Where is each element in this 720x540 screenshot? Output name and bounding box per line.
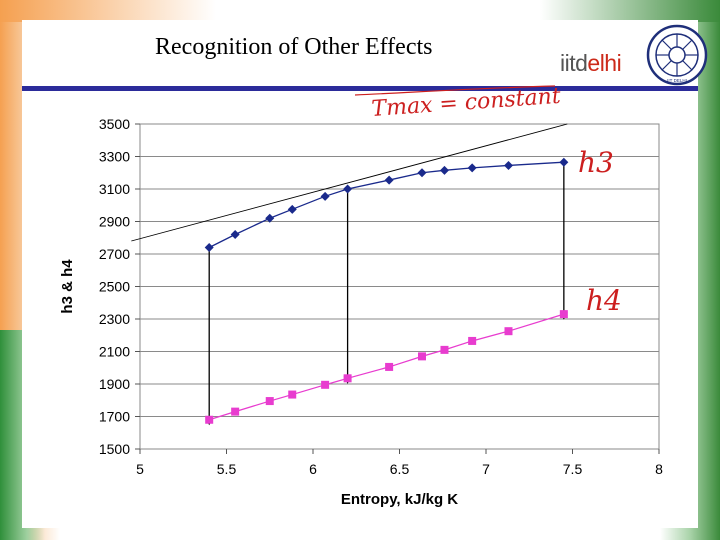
handwritten-annotations: Tmax = constant h3 h4 [354,84,622,317]
y-tick-label: 2900 [99,214,130,230]
note-h4: h4 [586,284,622,317]
logo-prefix: iitd [560,50,588,76]
h4-point [504,327,513,336]
h3-point [320,191,330,201]
h3-point [439,165,449,175]
x-tick-label: 8 [655,461,663,477]
y-axis-ticks: 1500 1700 1900 2100 2300 2500 2700 2900 3100 3300… [99,116,140,457]
handwriting-underline [354,85,556,96]
h4-point [559,310,568,319]
y-tick-label: 2700 [99,246,130,262]
y-tick-label: 3300 [99,149,130,165]
h4-point [231,407,240,416]
h4-point [468,336,477,345]
y-tick-label: 1900 [99,376,130,392]
h3-point [503,160,513,170]
h4-point [205,415,214,424]
y-tick-label: 2500 [99,279,130,295]
h3-series-line [208,161,564,249]
y-axis-label: h3 & h4 [59,259,76,314]
y-tick-label: 2100 [99,344,130,360]
title-underline-bar [22,86,698,91]
series-h4 [205,310,568,424]
x-tick-label: 5 [136,461,144,477]
y-tick-label: 1700 [99,409,130,425]
h3-point [417,168,427,178]
y-tick-label: 3500 [99,116,130,132]
y-tick-label: 2300 [99,311,130,327]
h3-point [204,243,214,252]
h4-point [343,374,352,383]
tangent-line [131,123,568,242]
iitd-logo-text: iitdelhi [560,50,622,77]
h4-point [321,380,330,389]
h3-point [467,163,477,173]
h4-point [265,397,274,406]
h4-point [288,390,297,399]
y-tick-label: 1500 [99,441,130,457]
note-tmax-constant: Tmax = constant [371,84,562,122]
h3-point [265,213,275,223]
x-tick-label: 5.5 [217,461,237,477]
seal-text: IIT DELHI [667,78,687,83]
x-tick-label: 7.5 [563,461,583,477]
drop-arrows [205,162,568,426]
note-h3: h3 [578,146,614,179]
h3-point [230,230,240,239]
h3-point [343,184,353,194]
logo-suffix: elhi [587,50,622,76]
h4-point [440,345,449,354]
x-tick-label: 7 [482,461,490,477]
slide-canvas [22,20,698,528]
background-top-gradient [0,0,720,22]
h3-point [287,204,297,214]
slide-title: Recognition of Other Effects [155,34,433,60]
h4-point [385,362,394,371]
x-axis-ticks: 5 5.5 6 6.5 7 7.5 8 [136,449,663,477]
y-tick-label: 3100 [99,181,130,197]
x-axis-label: Entropy, kJ/kg K [341,491,458,508]
h4-point [417,352,426,361]
x-tick-label: 6 [309,461,317,477]
h4-series-line [209,313,565,421]
h3-point [384,175,394,185]
h3-point [559,157,569,167]
x-tick-label: 6.5 [390,461,410,477]
iit-delhi-seal-logo: IIT DELHI [646,24,708,86]
series-h3 [204,157,569,252]
